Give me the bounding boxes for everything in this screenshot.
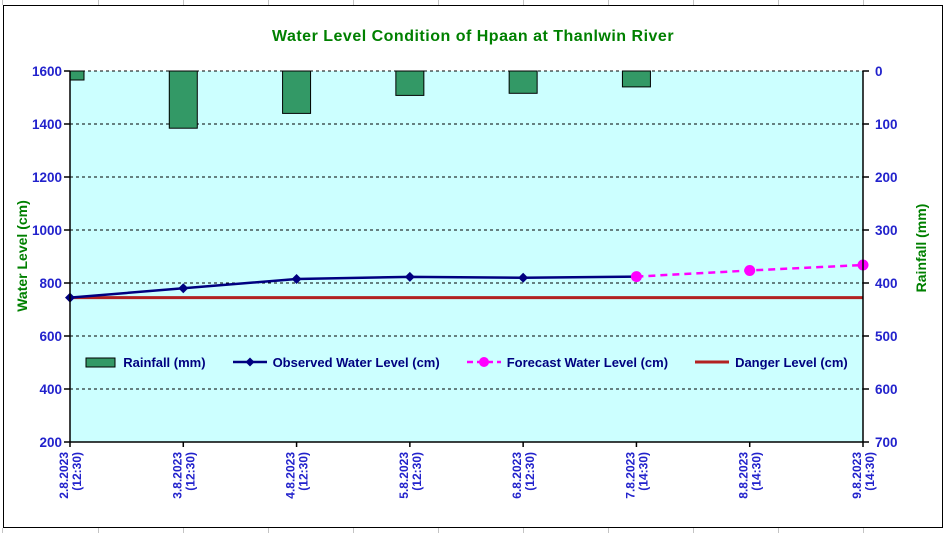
x-axis-label: 4.8.2023(12:30) [284,452,311,499]
forecast-circle-marker [744,265,756,277]
right-axis-tick-label: 400 [875,276,898,291]
x-axis-label: 9.8.2023(14:30) [850,452,877,499]
legend: Rainfall (mm) Observed Water Level (cm) … [70,351,863,373]
left-axis-tick-label: 1000 [32,223,62,238]
legend-item-danger: Danger Level (cm) [695,355,848,370]
right-axis-ticks: 0 100 200 300 400 500 600 700 [863,64,898,450]
gridlines [70,70,863,390]
legend-label-danger: Danger Level (cm) [735,354,848,370]
rainfall-bar [168,70,198,129]
observed-diamond-marker [178,283,189,294]
axis-lines [69,71,864,443]
legend-label-observed: Observed Water Level (cm) [272,354,440,370]
rainfall-bar [282,70,312,114]
left-axis-tick-label: 800 [39,276,62,291]
right-axis-tick-label: 700 [875,435,898,450]
x-axis-label: 7.8.2023(14:30) [623,452,650,499]
x-axis-ticks-and-labels: 2.8.2023(12:30) 3.8.2023(12:30) 4.8.2023(1… [57,442,877,499]
x-axis-label: 5.8.2023(12:30) [397,452,424,499]
left-axis-tick-label: 600 [39,329,62,344]
x-axis-label: 2.8.2023(12:30) [57,452,84,499]
right-axis-tick-label: 500 [875,329,898,344]
observed-markers [65,271,642,303]
left-axis-tick-label: 400 [39,382,62,397]
rainfall-bar [69,70,85,81]
right-axis-tick-label: 600 [875,382,898,397]
right-axis-tick-label: 200 [875,170,898,185]
observed-line-swatch-icon [232,355,267,369]
right-axis-tick-label: 0 [875,64,883,79]
spreadsheet-column-ticks-bottom [0,528,946,533]
observed-diamond-marker [291,274,302,285]
x-axis-label: 6.8.2023(12:30) [510,452,537,499]
legend-item-rainfall: Rainfall (mm) [85,354,206,370]
legend-label-rainfall: Rainfall (mm) [123,354,206,370]
rainfall-bars [69,70,651,129]
x-axis-label: 8.8.2023(14:30) [737,452,764,499]
left-axis-tick-label: 1400 [32,117,62,132]
x-axis-label: 3.8.2023(12:30) [170,452,197,499]
observed-line [69,275,637,299]
left-axis-ticks: 200 400 600 800 1000 1200 1400 1600 [32,64,70,450]
rainfall-bar-swatch-icon [85,355,117,369]
observed-diamond-marker [518,272,529,283]
observed-diamond-marker [404,271,415,282]
left-axis-title: Water Level (cm) [14,200,30,312]
legend-item-forecast: Forecast Water Level (cm) [466,354,669,370]
rainfall-bar [621,70,651,88]
left-axis-tick-label: 200 [39,435,62,450]
right-axis-title: Rainfall (mm) [913,203,929,293]
danger-line-swatch-icon [695,355,730,369]
legend-label-forecast: Forecast Water Level (cm) [506,354,669,370]
chart-title: Water Level Condition of Hpaan at Thanlw… [271,28,675,45]
spreadsheet-column-ticks-top [0,0,946,5]
plot-area [70,71,863,442]
forecast-line-swatch-icon [466,355,501,369]
left-axis-tick-label: 1200 [32,170,62,185]
rainfall-bar [395,70,425,96]
forecast-circle-marker [630,271,642,283]
right-axis-tick-label: 300 [875,223,898,238]
rainfall-bar [508,70,538,94]
right-axis-tick-label: 100 [875,117,898,132]
legend-item-observed: Observed Water Level (cm) [232,354,440,370]
left-axis-tick-label: 1600 [32,64,62,79]
